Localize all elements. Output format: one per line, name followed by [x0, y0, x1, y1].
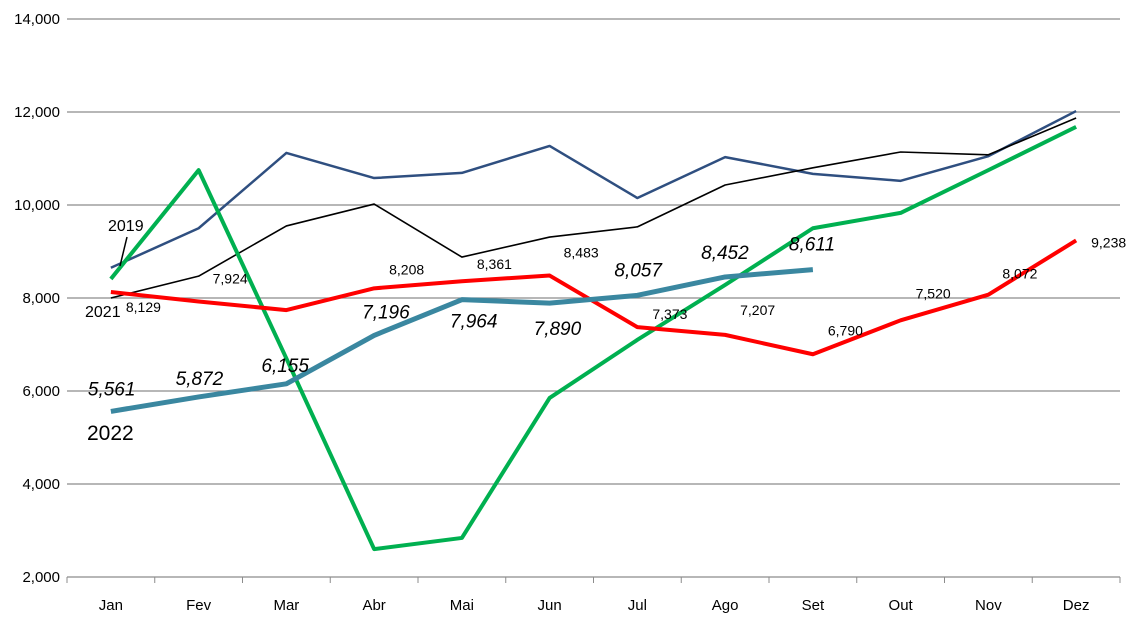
y-tick-label: 4,000 [22, 476, 60, 493]
data-label-s2022: 5,561 [88, 379, 136, 400]
data-label-red: 7,373 [652, 306, 687, 322]
y-tick-label: 8,000 [22, 290, 60, 307]
series-2022-name: 2022 [87, 422, 134, 445]
y-tick-label: 6,000 [22, 383, 60, 400]
x-tick-label: Jan [99, 597, 123, 614]
data-label-red: 8,483 [564, 245, 599, 261]
x-tick-label: Mai [450, 597, 474, 614]
series-line-s2022 [110, 267, 814, 414]
data-label-s2022: 7,890 [534, 319, 582, 340]
data-label-s2022: 8,057 [614, 260, 663, 281]
y-axis-ticks: 2,000 4,000 6,000 8,000 10,000 12,000 14,000 [14, 11, 60, 586]
series-line-green [109, 125, 1078, 552]
y-tick-label: 14,000 [14, 11, 60, 28]
x-tick-label: Fev [186, 597, 212, 614]
series-line-s2021 [110, 117, 1077, 299]
data-labels: 8,129 7,924 8,208 8,361 8,483 7,373 7,207 6,790… [88, 234, 1126, 400]
x-tick-label: Nov [975, 597, 1002, 614]
data-label-red: 8,072 [1002, 266, 1037, 282]
data-label-red: 7,520 [916, 285, 951, 301]
series-lines [109, 109, 1078, 552]
data-label-s2022: 7,964 [450, 312, 498, 333]
series-name-labels: 2019 2021 2022 [85, 218, 144, 445]
x-tick-label: Set [802, 597, 825, 614]
data-label-s2022: 6,155 [261, 356, 309, 377]
data-label-red: 6,790 [828, 322, 863, 338]
x-tick-label: Jun [538, 597, 562, 614]
y-tick-label: 10,000 [14, 197, 60, 214]
data-label-s2022: 5,872 [176, 369, 224, 390]
x-tick-label: Ago [712, 597, 739, 614]
x-tick-label: Jul [628, 597, 647, 614]
data-label-red: 8,361 [477, 256, 512, 272]
data-label-red: 7,207 [740, 302, 775, 318]
data-label-s2022: 8,611 [789, 235, 835, 256]
data-label-red: 8,208 [389, 261, 424, 277]
series-line-s2019 [110, 109, 1077, 269]
series-2021-name: 2021 [85, 304, 121, 321]
x-axis-ticks: Jan Fev Mar Abr Mai Jun Jul Ago Set Out Nov Dez [99, 597, 1090, 614]
data-label-red: 8,129 [126, 299, 161, 315]
data-label-s2022: 8,452 [701, 243, 749, 264]
series-2019-name: 2019 [108, 218, 144, 235]
x-tick-label: Abr [362, 597, 385, 614]
data-label-red: 7,924 [213, 271, 248, 287]
data-label-s2022: 7,196 [362, 302, 410, 323]
x-tick-label: Dez [1063, 597, 1090, 614]
y-tick-label: 2,000 [22, 569, 60, 586]
x-tick-label: Out [889, 597, 914, 614]
x-tick-label: Mar [273, 597, 299, 614]
data-label-red: 9,238 [1091, 234, 1126, 250]
y-tick-label: 12,000 [14, 104, 60, 121]
series-2019-leader-line [119, 236, 128, 267]
